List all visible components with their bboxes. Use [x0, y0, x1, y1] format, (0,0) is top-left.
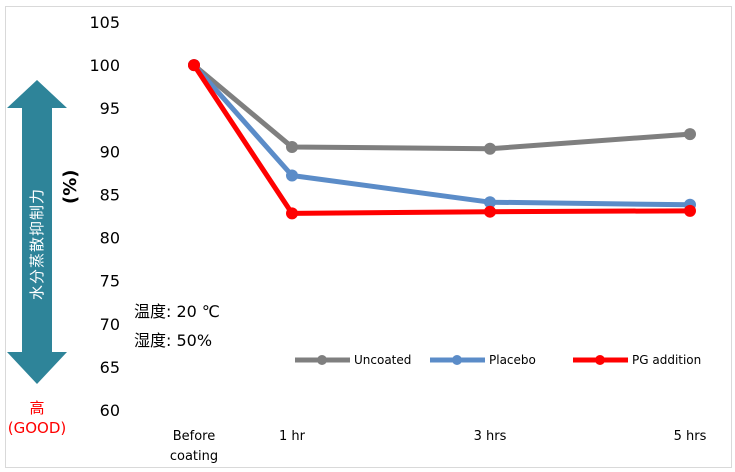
x-tick-label: Before	[173, 429, 216, 444]
x-tick-label: 3 hrs	[474, 429, 507, 444]
data-point	[484, 196, 496, 209]
legend-label: Placebo	[489, 353, 536, 367]
y-tick-label: 100	[89, 56, 120, 75]
x-tick-label: coating	[170, 449, 218, 464]
legend-marker	[317, 355, 327, 365]
x-tick-label: 1 hr	[279, 429, 306, 444]
data-point	[484, 142, 496, 155]
data-point	[286, 141, 298, 154]
y-tick-label: 60	[100, 401, 120, 420]
y-tick-label: 105	[89, 13, 120, 32]
y-tick-label: 85	[100, 185, 120, 204]
temperature-label: 温度: 20 ℃	[134, 302, 220, 321]
y-tick-label: 90	[100, 142, 120, 161]
y-axis-label: (%)	[60, 169, 81, 205]
data-point	[684, 204, 696, 217]
legend-marker	[452, 355, 462, 365]
series-line	[192, 63, 691, 208]
y-tick-label: 95	[100, 99, 120, 118]
x-tick-label: 5 hrs	[674, 429, 707, 444]
data-point	[484, 205, 496, 218]
double-arrow	[7, 80, 67, 384]
legend-label: Uncoated	[354, 353, 411, 367]
high-label: 高	[29, 399, 45, 417]
chart-frame	[5, 6, 732, 468]
arrow-label: 水分蒸散抑制力	[28, 187, 46, 300]
series-line	[192, 63, 691, 152]
good-label: (GOOD)	[7, 419, 67, 437]
y-tick-label: 75	[100, 272, 120, 291]
legend-label: PG addition	[632, 353, 701, 367]
data-point	[286, 207, 298, 220]
y-tick-label: 80	[100, 229, 120, 248]
data-point	[286, 169, 298, 182]
humidity-label: 湿度: 50%	[134, 331, 213, 350]
y-tick-label: 70	[100, 315, 120, 334]
y-tick-label: 65	[100, 358, 120, 377]
data-point	[188, 59, 200, 72]
data-point	[684, 128, 696, 141]
series-line	[191, 63, 691, 216]
legend-marker	[595, 355, 605, 365]
